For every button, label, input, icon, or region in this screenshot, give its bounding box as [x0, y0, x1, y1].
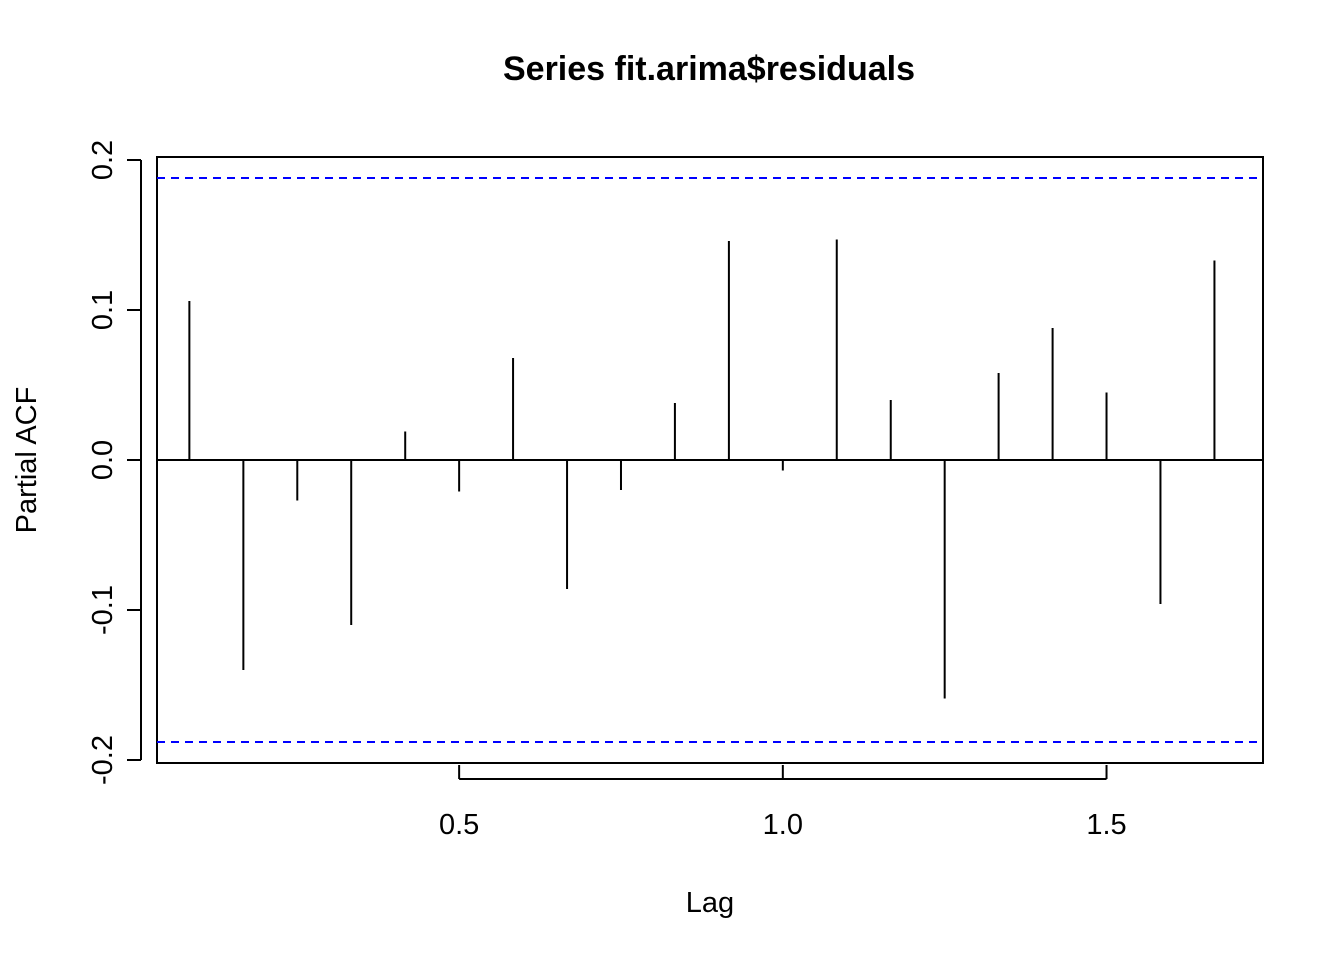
y-axis-label: Partial ACF — [11, 387, 43, 534]
y-tick-label: 0.2 — [87, 140, 119, 180]
y-tick-label: 0.1 — [87, 290, 119, 330]
chart-title: Series fit.arima$residuals — [503, 50, 915, 88]
y-axis: -0.2 -0.1 0.0 0.1 0.2 — [87, 140, 142, 785]
x-tick-label: 1.0 — [763, 809, 803, 841]
x-axis: 0.5 1.0 1.5 — [439, 765, 1127, 841]
pacf-marks — [157, 177, 1263, 743]
y-tick-label: -0.2 — [87, 735, 119, 785]
y-tick-label: 0.0 — [87, 440, 119, 480]
y-tick-label: -0.1 — [87, 585, 119, 635]
x-tick-label: 1.5 — [1086, 809, 1126, 841]
x-axis-label: Lag — [686, 887, 734, 919]
x-tick-label: 0.5 — [439, 809, 479, 841]
